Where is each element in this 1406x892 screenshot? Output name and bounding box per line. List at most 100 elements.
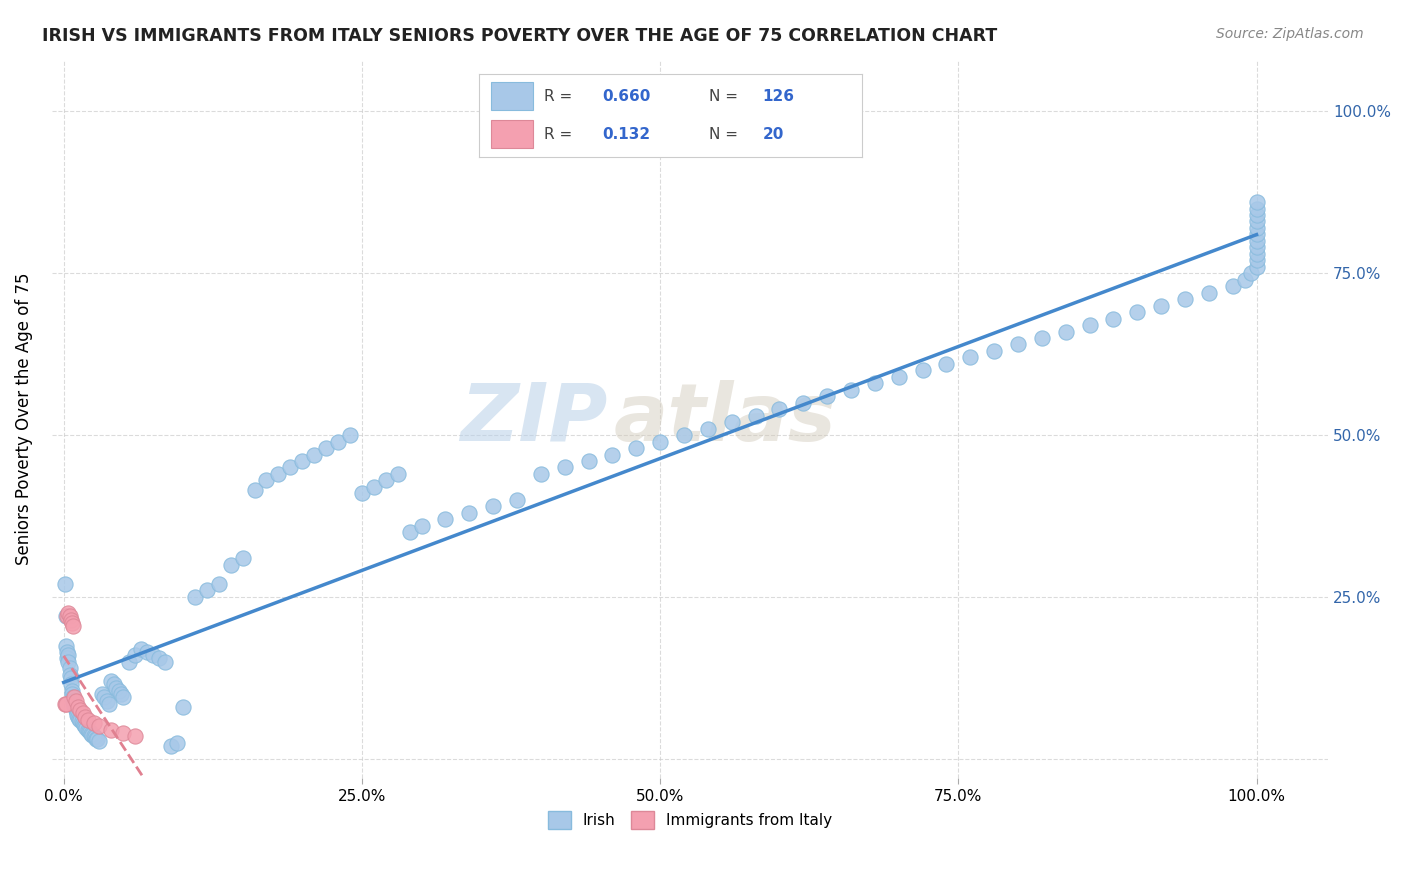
Point — [62, 693, 84, 707]
Point — [56, 651, 79, 665]
Point — [66, 707, 89, 722]
Point — [58, 655, 80, 669]
Point — [911, 363, 934, 377]
Point — [768, 402, 790, 417]
Point — [83, 716, 105, 731]
Point — [387, 467, 409, 481]
Point — [1246, 240, 1268, 254]
Point — [291, 454, 314, 468]
Point — [326, 434, 349, 449]
Point — [79, 725, 101, 739]
Point — [66, 709, 89, 723]
Point — [1246, 234, 1268, 248]
Point — [1246, 227, 1268, 242]
Point — [55, 609, 77, 624]
Point — [100, 723, 122, 737]
Point — [75, 709, 97, 723]
Point — [59, 613, 82, 627]
Point — [1246, 208, 1268, 222]
Point — [1246, 202, 1268, 216]
Point — [530, 467, 553, 481]
Point — [243, 483, 266, 497]
Point — [55, 639, 77, 653]
Point — [744, 409, 766, 423]
Point — [63, 697, 86, 711]
Point — [80, 726, 103, 740]
Point — [62, 690, 84, 705]
Text: ZIP: ZIP — [460, 380, 607, 458]
Point — [56, 645, 79, 659]
Point — [1222, 279, 1244, 293]
Point — [73, 718, 96, 732]
Point — [720, 415, 742, 429]
Point — [96, 693, 118, 707]
Point — [148, 651, 170, 665]
Point — [76, 713, 98, 727]
Point — [184, 590, 207, 604]
Point — [59, 609, 82, 624]
Point — [93, 690, 115, 705]
Point — [256, 474, 278, 488]
Point — [350, 486, 373, 500]
Point — [363, 480, 385, 494]
Point — [554, 460, 576, 475]
Point — [90, 687, 112, 701]
Point — [267, 467, 290, 481]
Point — [65, 701, 87, 715]
Point — [124, 648, 146, 663]
Point — [1102, 311, 1125, 326]
Point — [86, 732, 108, 747]
Point — [1246, 214, 1268, 228]
Text: Source: ZipAtlas.com: Source: ZipAtlas.com — [1216, 27, 1364, 41]
Point — [56, 609, 79, 624]
Point — [1150, 299, 1173, 313]
Point — [672, 428, 695, 442]
Point — [1246, 194, 1268, 209]
Point — [72, 716, 94, 731]
Point — [77, 723, 100, 738]
Point — [1246, 260, 1268, 274]
Point — [278, 460, 301, 475]
Point — [434, 512, 457, 526]
Point — [578, 454, 600, 468]
Point — [935, 357, 957, 371]
Point — [374, 474, 396, 488]
Point — [76, 723, 98, 737]
Point — [65, 703, 87, 717]
Point — [66, 700, 89, 714]
Point — [1007, 337, 1029, 351]
Point — [232, 551, 254, 566]
Point — [55, 697, 77, 711]
Point — [839, 383, 862, 397]
Point — [83, 729, 105, 743]
Point — [59, 667, 82, 681]
Point — [983, 343, 1005, 358]
Point — [59, 661, 82, 675]
Point — [112, 690, 135, 705]
Point — [315, 441, 337, 455]
Point — [72, 706, 94, 721]
Point — [153, 655, 176, 669]
Point — [887, 369, 910, 384]
Point — [1246, 221, 1268, 235]
Point — [65, 693, 87, 707]
Point — [118, 655, 141, 669]
Point — [219, 558, 242, 572]
Point — [63, 698, 86, 713]
Point — [602, 448, 624, 462]
Point — [166, 736, 188, 750]
Point — [60, 683, 83, 698]
Point — [58, 648, 80, 663]
Point — [70, 714, 93, 729]
Point — [110, 687, 132, 701]
Point — [1239, 266, 1261, 280]
Point — [89, 733, 111, 747]
Point — [66, 705, 89, 719]
Point — [100, 674, 122, 689]
Point — [84, 731, 107, 746]
Point — [792, 395, 814, 409]
Point — [112, 726, 135, 740]
Point — [103, 677, 125, 691]
Point — [1126, 305, 1149, 319]
Point — [195, 583, 218, 598]
